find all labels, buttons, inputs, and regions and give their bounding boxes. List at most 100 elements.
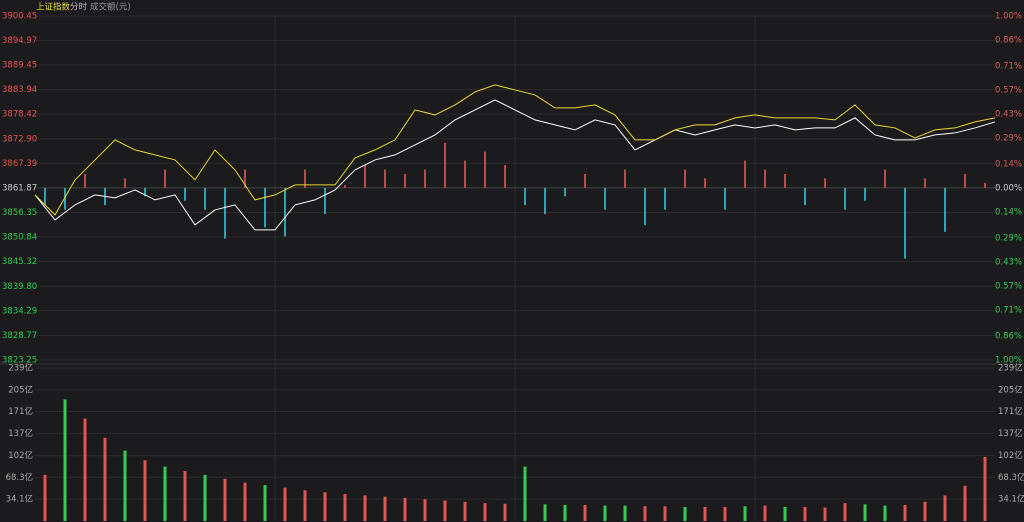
- momentum-bar: [804, 187, 806, 206]
- momentum-bar: [524, 187, 526, 206]
- volume-bar: [643, 506, 647, 521]
- volume-bar: [963, 485, 967, 521]
- volume-bar: [323, 492, 327, 521]
- volume-bar: [63, 399, 67, 521]
- volume-bar: [203, 474, 207, 521]
- vol-tick-label-right: 68.3亿: [998, 472, 1024, 483]
- volume-bar: [903, 504, 907, 521]
- y2-tick-label: 0.57%: [995, 85, 1022, 95]
- momentum-bar: [324, 187, 326, 215]
- momentum-bar: [644, 187, 646, 226]
- price-line: [34, 84, 996, 216]
- price-line: [34, 99, 996, 231]
- volume-bar: [983, 456, 987, 521]
- momentum-bar: [44, 187, 46, 206]
- vol-tick-label: 68.3亿: [6, 472, 33, 483]
- vol-tick-label: 171亿: [8, 406, 33, 417]
- volume-bar: [383, 496, 387, 521]
- volume-bar: [443, 500, 447, 521]
- momentum-bar: [364, 165, 366, 188]
- volume-bar: [583, 504, 587, 521]
- momentum-bar: [584, 173, 586, 188]
- volume-bar: [103, 437, 107, 521]
- y2-tick-label: 0.43%: [995, 110, 1022, 120]
- tab[interactable]: 分时: [70, 2, 88, 13]
- vol-tick-label-right: 102亿: [998, 450, 1023, 461]
- volume-bar: [663, 506, 667, 521]
- momentum-bar: [944, 187, 946, 232]
- y2-tick-label: 0.14%: [995, 208, 1022, 218]
- volume-bar: [363, 495, 367, 521]
- volume-bar: [503, 503, 507, 521]
- y-tick-label: 3861.87: [2, 183, 37, 193]
- vol-tick-label-right: 239亿: [998, 363, 1023, 374]
- momentum-bar: [124, 178, 126, 188]
- volume-bar: [43, 474, 47, 521]
- vol-tick-label: 34.1亿: [6, 494, 33, 505]
- volume-bar: [143, 460, 147, 521]
- volume-bar: [523, 466, 527, 521]
- volume-bar: [763, 505, 767, 521]
- vol-tick-label: 137亿: [8, 428, 33, 439]
- volume-bar: [483, 503, 487, 521]
- volume-bar: [123, 450, 127, 521]
- volume-bar: [163, 466, 167, 521]
- y-tick-label: 3856.35: [2, 208, 37, 218]
- momentum-bar: [924, 178, 926, 188]
- y-tick-label: 3867.39: [2, 159, 37, 169]
- volume-bar: [803, 506, 807, 521]
- momentum-bar: [344, 185, 346, 188]
- momentum-bar: [444, 142, 446, 188]
- volume-bar: [183, 471, 187, 521]
- volume-bar: [723, 506, 727, 521]
- y2-tick-label: 0.14%: [995, 159, 1022, 169]
- y-tick-label: 3872.90: [2, 134, 37, 144]
- volume-bar: [783, 506, 787, 521]
- vol-tick-label-right: 137亿: [998, 428, 1023, 439]
- momentum-bar: [264, 187, 266, 228]
- momentum-bar: [544, 187, 546, 215]
- y-tick-label: 3823.25: [2, 356, 37, 366]
- y-tick-label: 3878.42: [2, 110, 37, 120]
- y2-tick-label: 0.00%: [995, 184, 1022, 194]
- volume-bar: [223, 478, 227, 521]
- y2-tick-label: 0.29%: [995, 134, 1022, 144]
- y-tick-label: 3834.29: [2, 306, 37, 316]
- y-tick-label: 3839.80: [2, 282, 37, 292]
- momentum-bar: [864, 187, 866, 201]
- volume-bar: [243, 482, 247, 521]
- momentum-bar: [384, 169, 386, 188]
- momentum-bar: [224, 187, 226, 239]
- volume-bar: [403, 497, 407, 521]
- y2-tick-label: 0.71%: [995, 306, 1022, 316]
- momentum-bar: [684, 169, 686, 188]
- volume-label: 成交额(元): [90, 2, 131, 13]
- y-tick-label: 3900.45: [2, 12, 37, 22]
- momentum-bar: [764, 169, 766, 188]
- momentum-bar: [624, 169, 626, 188]
- title[interactable]: 上证指数: [36, 2, 71, 13]
- vol-tick-label-right: 34.1亿: [998, 494, 1024, 505]
- y-tick-label: 3850.84: [2, 233, 37, 243]
- momentum-bar: [464, 160, 466, 188]
- volume-bar: [563, 504, 567, 521]
- y2-tick-label: 1.00%: [995, 12, 1022, 22]
- volume-bar: [943, 495, 947, 521]
- volume-bar: [843, 503, 847, 521]
- momentum-bar: [664, 187, 666, 210]
- momentum-bar: [744, 160, 746, 188]
- momentum-bar: [704, 178, 706, 188]
- volume-bar: [823, 507, 827, 521]
- y-tick-label: 3845.32: [2, 257, 37, 267]
- volume-bar: [83, 418, 87, 521]
- volume-bar: [263, 485, 267, 521]
- vol-tick-label: 205亿: [8, 384, 33, 395]
- momentum-bar: [404, 173, 406, 188]
- volume-bar: [423, 499, 427, 521]
- vol-tick-label: 239亿: [8, 363, 33, 374]
- volume-bar: [863, 504, 867, 521]
- volume-bar: [463, 501, 467, 521]
- y2-tick-label: 1.00%: [995, 356, 1022, 366]
- y2-tick-label: 0.86%: [995, 331, 1022, 341]
